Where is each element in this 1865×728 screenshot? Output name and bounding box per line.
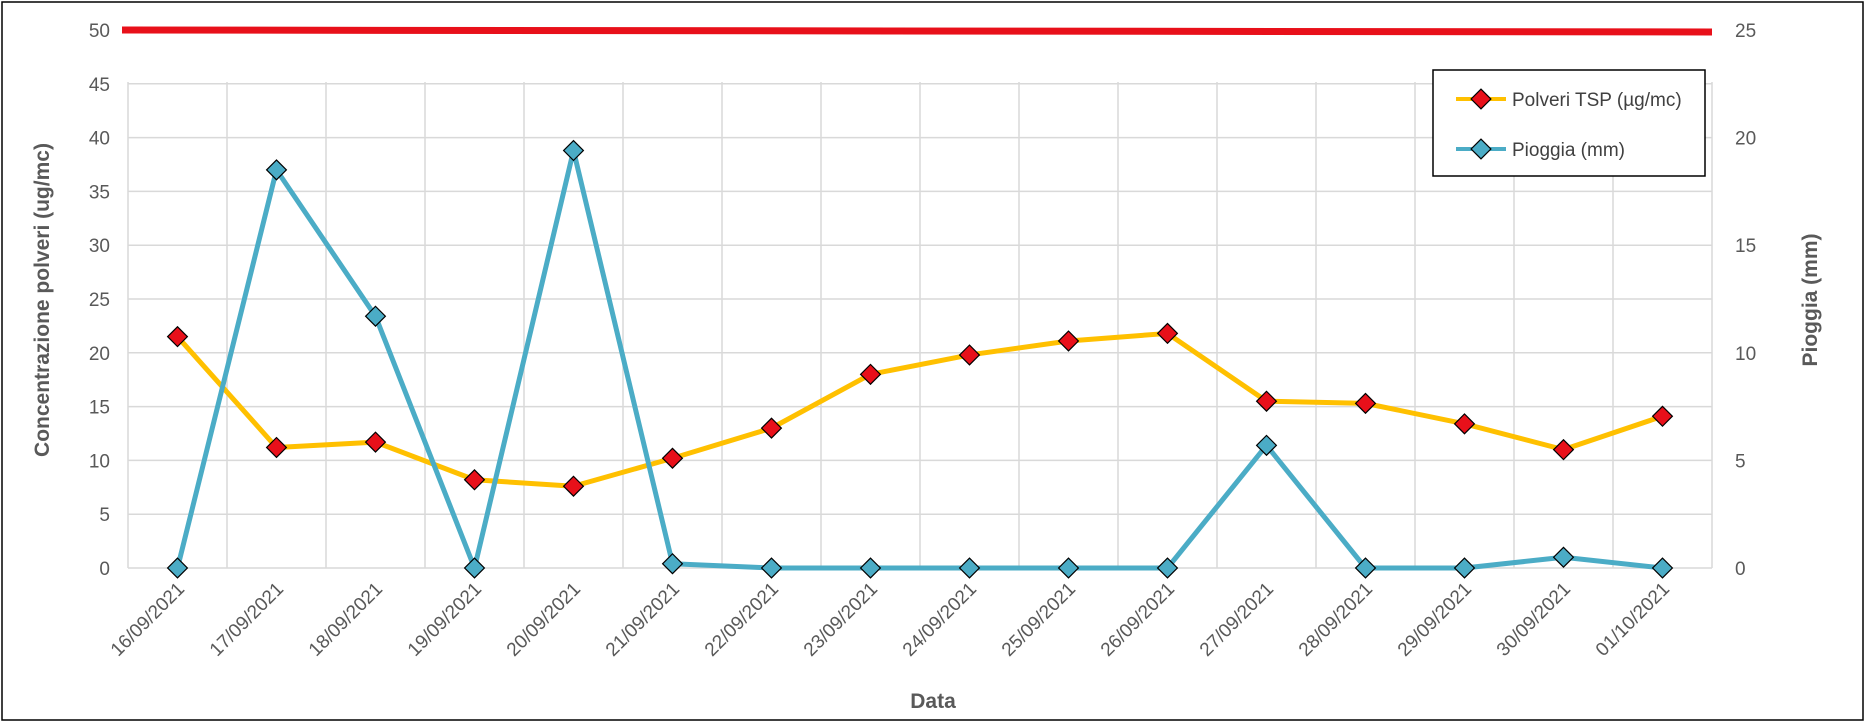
data-point <box>1552 546 1575 568</box>
legend-label-pioggia: Pioggia (mm) <box>1512 140 1625 161</box>
right-axis-tick-label: 25 <box>1735 21 1756 42</box>
legend-box <box>1432 69 1706 177</box>
data-point <box>661 552 684 575</box>
limit-line <box>121 26 1713 36</box>
data-point <box>859 363 882 386</box>
data-point <box>265 159 288 181</box>
right-axis-tick-label: 15 <box>1735 236 1756 257</box>
left-axis-ticks: 0 5 10 15 20 25 30 35 40 45 50 <box>89 21 110 580</box>
data-point <box>1255 434 1278 457</box>
left-axis-tick-label: 35 <box>89 182 110 203</box>
x-axis-title: Data <box>910 690 956 713</box>
data-point <box>1057 557 1080 579</box>
left-axis-tick-label: 45 <box>89 75 110 96</box>
data-point <box>1552 438 1575 461</box>
data-point <box>364 305 387 327</box>
data-point <box>364 431 387 453</box>
left-axis-tick-label: 0 <box>99 559 110 580</box>
data-point <box>265 436 288 459</box>
data-point <box>958 344 981 366</box>
data-point <box>1651 405 1674 428</box>
series-line <box>175 148 1663 571</box>
left-axis-tick-label: 30 <box>89 236 110 257</box>
data-point <box>1156 557 1179 579</box>
series-group <box>166 139 1674 579</box>
data-point <box>1354 557 1377 579</box>
data-point <box>463 557 486 579</box>
left-axis-tick-label: 50 <box>89 21 110 42</box>
data-point <box>661 447 684 469</box>
data-point <box>1057 330 1080 352</box>
data-point <box>760 557 783 579</box>
data-point <box>859 557 882 579</box>
data-point <box>1651 557 1674 579</box>
right-axis-tick-label: 5 <box>1735 451 1746 472</box>
data-point <box>958 557 981 579</box>
left-axis-tick-label: 20 <box>89 344 110 365</box>
right-axis-tick-label: 10 <box>1735 344 1756 365</box>
data-point <box>1354 392 1377 415</box>
left-axis-tick-label: 15 <box>89 398 110 419</box>
legend: Polveri TSP (µg/mc) Pioggia (mm) <box>1432 69 1706 177</box>
left-axis-tick-label: 25 <box>89 290 110 311</box>
data-point <box>562 475 585 497</box>
legend-label-polveri: Polveri TSP (µg/mc) <box>1512 90 1682 111</box>
data-point <box>166 325 189 348</box>
data-point <box>1453 413 1476 435</box>
data-point <box>562 139 585 162</box>
left-axis-tick-label: 10 <box>89 451 110 472</box>
left-axis-tick-label: 5 <box>99 505 110 526</box>
limit-line-group <box>121 26 1713 36</box>
right-axis-ticks: 0 5 10 15 20 25 <box>1735 21 1756 580</box>
series-layer <box>166 139 1674 579</box>
right-axis-tick-label: 20 <box>1735 129 1756 150</box>
left-axis-tick-label: 40 <box>89 129 110 150</box>
right-axis-title: Pioggia (mm) <box>1799 233 1822 366</box>
data-point <box>1156 322 1179 345</box>
data-point <box>760 417 783 439</box>
data-point <box>166 557 189 579</box>
right-axis-tick-label: 0 <box>1735 559 1746 580</box>
series-group <box>166 322 1674 497</box>
legend-marker-polveri <box>1470 88 1492 110</box>
series-line <box>175 330 1664 489</box>
data-point <box>1255 390 1278 412</box>
data-point <box>463 469 486 491</box>
legend-marker-pioggia <box>1470 138 1492 160</box>
data-point <box>1453 557 1476 579</box>
left-axis-title: Concentrazione polveri (ug/mc) <box>31 143 54 457</box>
